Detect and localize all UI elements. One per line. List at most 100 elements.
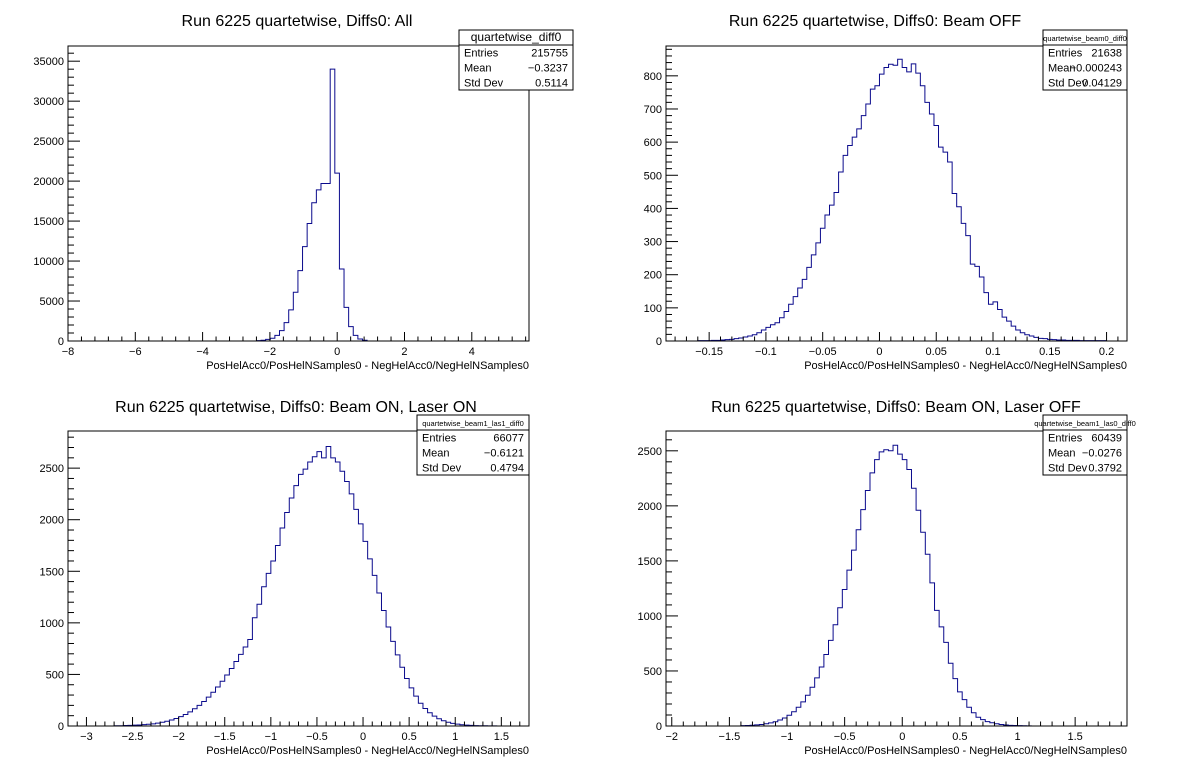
- histogram-series: [255, 68, 368, 342]
- x-tick-label: 4: [469, 346, 475, 358]
- histogram-bin: [952, 194, 957, 342]
- histogram-bin: [975, 266, 980, 341]
- histogram-bin: [830, 205, 835, 341]
- histogram-bin: [179, 717, 184, 726]
- histogram-bin: [866, 104, 871, 341]
- histogram-bin: [353, 335, 358, 341]
- histogram-bin: [971, 713, 976, 726]
- x-tick-label: 0.05: [926, 346, 947, 358]
- chart-title: Run 6225 quartetwise, Diffs0: Beam OFF: [729, 13, 1022, 30]
- histogram-bin: [289, 310, 294, 341]
- y-tick-label: 30000: [33, 96, 64, 108]
- y-tick-label: 500: [644, 170, 662, 182]
- histogram-bin: [271, 561, 276, 726]
- stats-title: quartetwise_diff0: [471, 30, 562, 44]
- x-tick-label: −3: [80, 731, 93, 743]
- histogram-bin: [243, 647, 248, 726]
- histogram-bin: [967, 707, 972, 726]
- histogram-bin: [418, 703, 423, 726]
- histogram-bin: [784, 312, 789, 342]
- histogram-bin: [441, 721, 446, 726]
- histogram-bin: [930, 583, 935, 726]
- y-tick-label: 2500: [638, 446, 662, 458]
- stats-title: quartetwise_beam1_las1_diff0: [422, 419, 524, 428]
- histogram-bin: [985, 722, 990, 726]
- x-tick-label: 0.5: [401, 731, 416, 743]
- x-tick-label: −2: [172, 731, 185, 743]
- histogram-series: [113, 445, 498, 727]
- stats-label: Std Dev: [1048, 463, 1088, 475]
- histogram-bin: [856, 530, 861, 726]
- histogram-bin: [293, 292, 298, 341]
- histogram-bin: [798, 288, 803, 341]
- histogram-bin: [326, 184, 331, 341]
- histogram-bin: [335, 173, 340, 341]
- histogram-bin: [824, 654, 829, 726]
- histogram-bin: [893, 445, 898, 726]
- histogram-bin: [183, 714, 188, 726]
- stats-label: Entries: [464, 48, 499, 60]
- stats-box: quartetwise_beam1_las0_diff0 Entries 60439…: [1034, 414, 1136, 476]
- histogram-bin: [761, 330, 766, 341]
- y-tick-label: 1500: [40, 566, 64, 578]
- histogram-bin: [275, 545, 280, 726]
- histogram-bin: [815, 678, 820, 726]
- histogram-bin: [358, 524, 363, 726]
- histogram-bin: [299, 474, 304, 726]
- histogram-bin: [976, 717, 981, 726]
- histogram-bin: [340, 471, 345, 726]
- histogram-bin: [743, 337, 748, 341]
- histogram-bin: [939, 147, 944, 341]
- stats-label: Mean: [1048, 63, 1076, 75]
- histogram-series: [740, 444, 1032, 727]
- histogram-bin: [303, 469, 308, 726]
- histogram-bin: [792, 712, 797, 726]
- histogram-panel: Run 6225 quartetwise, Diffs0: All −8 −6 −4 −…: [33, 13, 574, 372]
- stats-title: quartetwise_beam1_las0_diff0: [1034, 419, 1136, 428]
- histogram-bin: [810, 687, 815, 726]
- histogram-bin: [966, 236, 971, 341]
- histogram-bin: [875, 86, 880, 341]
- histogram-bin: [875, 460, 880, 726]
- stats-value: −0.000243: [1070, 63, 1122, 75]
- histogram-bin: [857, 129, 862, 341]
- histogram-bin: [920, 86, 925, 341]
- histogram-bin: [216, 687, 221, 726]
- y-tick-label: 1500: [638, 556, 662, 568]
- histogram-bin: [953, 679, 958, 726]
- histogram-series: [697, 58, 1108, 342]
- histogram-bin: [820, 228, 825, 341]
- stats-value: 66077: [493, 433, 524, 445]
- histogram-bin: [816, 243, 821, 341]
- histogram-bin: [345, 482, 350, 726]
- y-tick-label: 0: [656, 336, 662, 348]
- x-tick-label: 0: [876, 346, 882, 358]
- histogram-bin: [948, 663, 953, 726]
- y-tick-label: 25000: [33, 136, 64, 148]
- y-tick-label: 700: [644, 104, 662, 116]
- histogram-bin: [907, 470, 912, 726]
- histogram-bin: [961, 223, 966, 341]
- histogram-bin: [322, 458, 327, 726]
- histogram-bin: [1029, 336, 1034, 341]
- histogram-bin: [285, 512, 290, 726]
- histogram-bin: [921, 532, 926, 726]
- stats-value: 0.4794: [490, 463, 524, 475]
- stats-box: quartetwise_beam0_diff0 Entries 21638 Mean−…: [1042, 29, 1128, 91]
- y-tick-label: 35000: [33, 56, 64, 68]
- histogram-bin: [363, 541, 368, 726]
- y-tick-label: 5000: [40, 296, 64, 308]
- histogram-bin: [335, 462, 340, 726]
- y-tick-label: 1000: [638, 611, 662, 623]
- histogram-bin: [861, 116, 866, 341]
- y-tick-label: 300: [644, 237, 662, 249]
- histogram-bin: [889, 64, 894, 341]
- x-tick-label: 0.1: [985, 346, 1000, 358]
- histogram-bin: [368, 559, 373, 726]
- y-tick-label: 2000: [638, 501, 662, 513]
- histogram-bin: [934, 126, 939, 341]
- x-tick-label: 0.5: [952, 731, 967, 743]
- x-tick-label: 1.5: [494, 731, 509, 743]
- histogram-bin: [275, 335, 280, 341]
